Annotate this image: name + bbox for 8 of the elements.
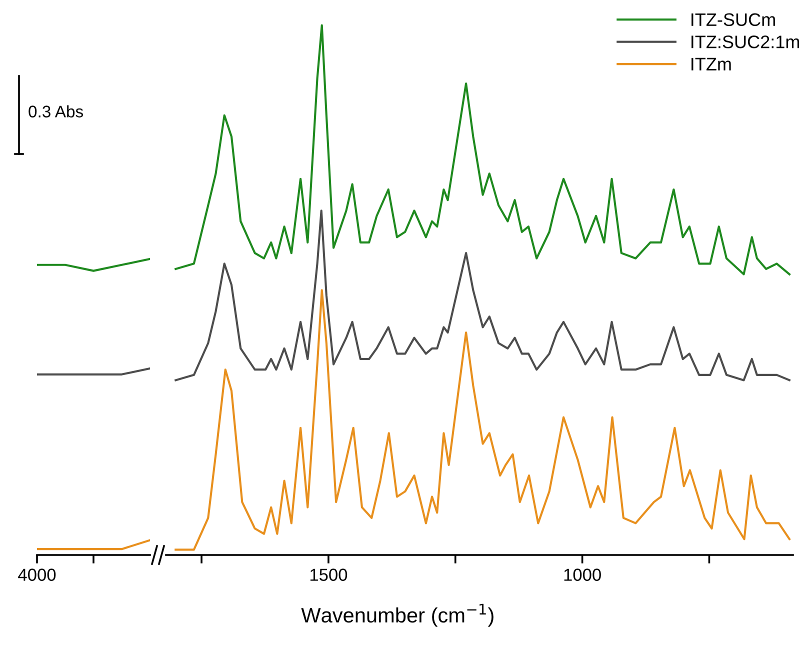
- legend-label: ITZm: [692, 58, 731, 70]
- x-axis-title: Wavenumber (cm$^{−1}$): [301, 604, 494, 627]
- x-tick-label: 1000: [564, 568, 601, 581]
- text: 0.3 Abs: [28, 105, 83, 118]
- legend-label: ITZ:SUC2:1m: [692, 36, 800, 48]
- x-tick-label: 1500: [310, 568, 348, 581]
- text: 4000: [18, 568, 56, 581]
- legend-label: ITZ-SUCm: [692, 13, 775, 26]
